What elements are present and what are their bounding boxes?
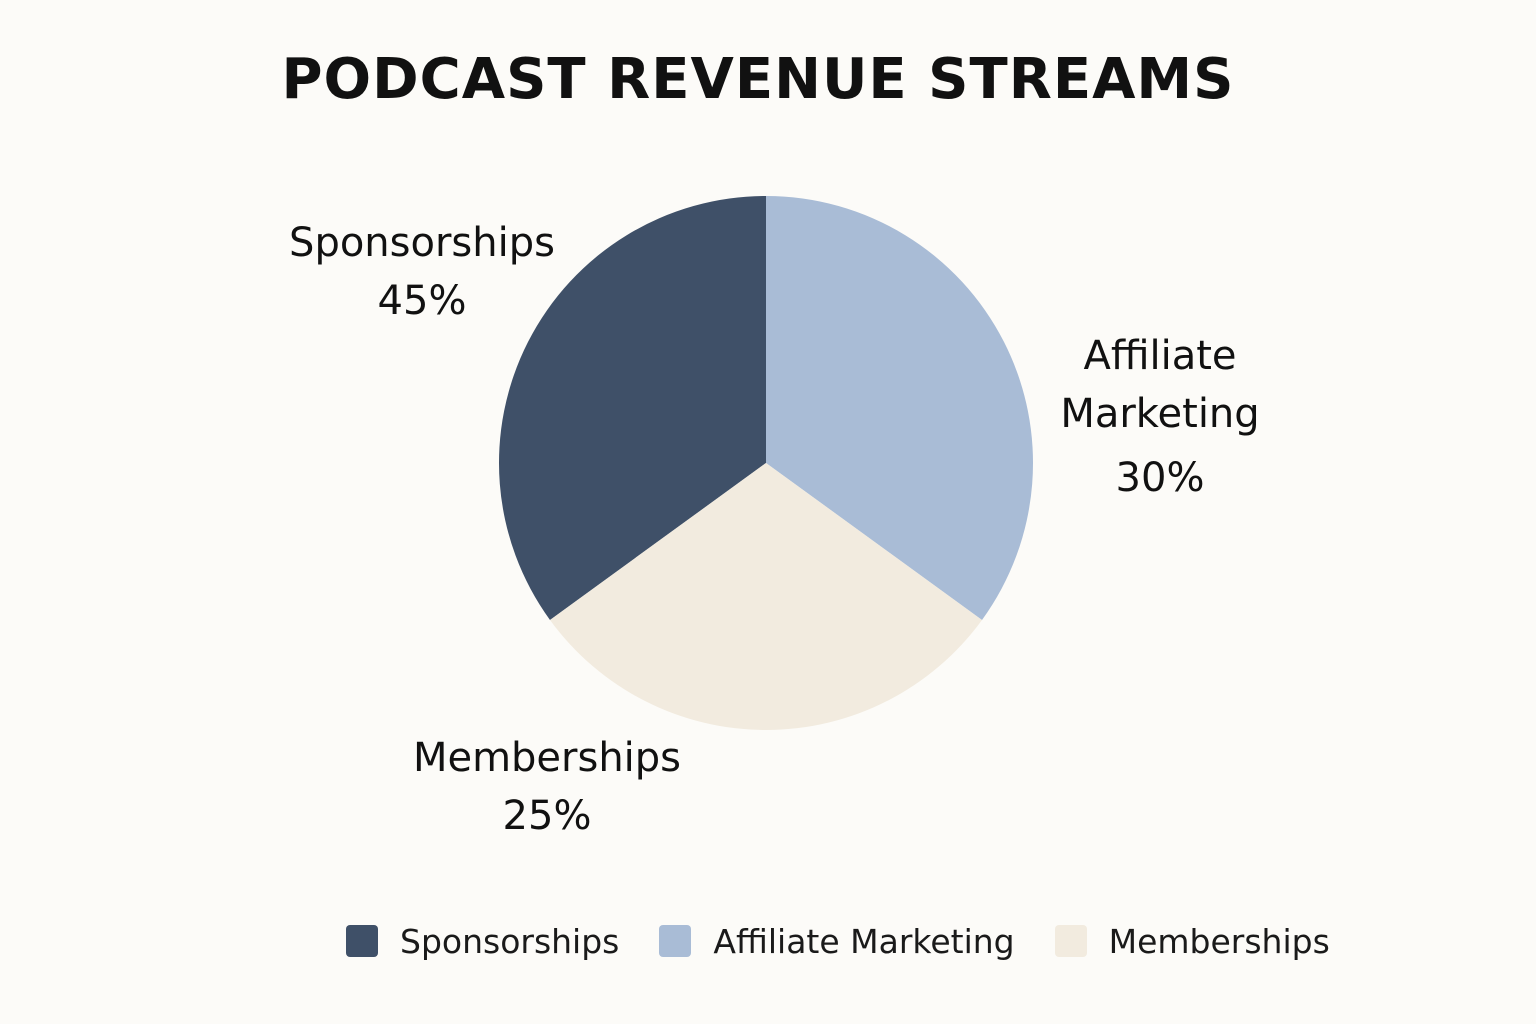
legend-swatch-memberships: [1054, 925, 1087, 957]
legend-swatch-sponsorships: [346, 925, 378, 957]
pie-slice-affiliate-marketing: [766, 196, 1034, 620]
chart-legend: Sponsorships Affiliate Marketing Members…: [346, 918, 1330, 964]
slice-name-sponsorships: Sponsorships: [289, 220, 555, 266]
slice-label-affiliate-marketing: Affiliate Marketing 30%: [1040, 327, 1280, 507]
slice-name-memberships: Memberships: [412, 735, 682, 781]
legend-item-sponsorships: Sponsorships: [346, 922, 619, 961]
legend-label-affiliate-marketing: Affiliate Marketing: [713, 921, 1015, 961]
legend-swatch-affiliate-marketing: [659, 925, 692, 957]
legend-label-sponsorships: Sponsorships: [400, 921, 620, 961]
pie-slice-sponsorships: [498, 196, 766, 620]
slice-value-affiliate-marketing: 30%: [1115, 455, 1205, 501]
slice-name-affiliate-line-2: Marketing: [1060, 391, 1260, 437]
slice-value-sponsorships: 45%: [377, 278, 467, 324]
slice-label-sponsorships: Sponsorships 45%: [272, 214, 572, 330]
chart-title: PODCAST REVENUE STREAMS: [281, 47, 1235, 112]
pie-slice-memberships: [549, 463, 983, 731]
legend-item-affiliate-marketing: Affiliate Marketing: [659, 921, 1015, 961]
legend-item-memberships: Memberships: [1054, 921, 1330, 961]
legend-label-memberships: Memberships: [1108, 921, 1330, 961]
slice-label-memberships: Memberships 25%: [392, 729, 702, 845]
slice-name-affiliate-line-1: Affiliate: [1083, 333, 1237, 379]
slice-value-memberships: 25%: [502, 793, 592, 839]
